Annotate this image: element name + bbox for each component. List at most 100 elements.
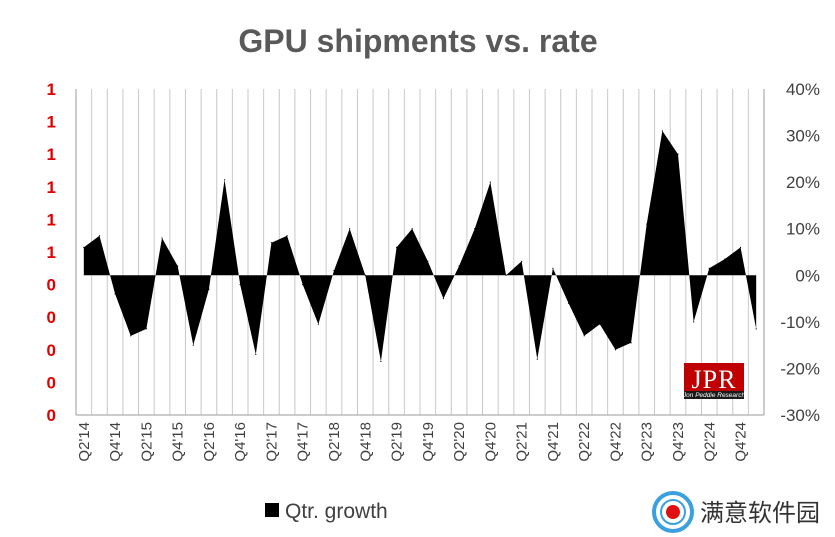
right-tick-label: 10% (786, 220, 820, 239)
left-tick-label: 1 (47, 113, 56, 132)
right-tick-label: 40% (786, 80, 820, 99)
x-tick-label: Q4'24 (733, 422, 750, 462)
chart-title: GPU shipments vs. rate (238, 23, 597, 59)
data-point (114, 293, 116, 295)
data-point (395, 246, 398, 248)
data-point (145, 328, 147, 330)
data-point (380, 360, 382, 363)
x-tick-label: Q4'21 (545, 422, 562, 462)
right-tick-label: -10% (780, 313, 820, 332)
data-point (98, 235, 101, 237)
data-point (411, 228, 413, 230)
data-point (208, 288, 210, 290)
data-point (317, 323, 319, 325)
left-tick-label: 1 (47, 80, 56, 99)
data-point (458, 265, 460, 267)
jpr-logo-subtext: Jon Peddie Research (682, 392, 746, 399)
left-tick-label: 0 (47, 341, 56, 360)
left-tick-label: 0 (47, 406, 56, 425)
x-tick-label: Q4'18 (357, 422, 374, 462)
data-point (630, 342, 632, 344)
watermark-text: 满意软件园 (700, 499, 820, 527)
left-tick-label: 1 (47, 210, 56, 229)
data-point (583, 335, 585, 337)
right-axis-ticks: 40% 30% 20% 10% 0% -10% -20% -30% (780, 80, 820, 425)
jpr-logo: JPR Jon Peddie Research (682, 363, 746, 399)
data-point (739, 246, 742, 248)
data-point (83, 246, 85, 248)
data-point (130, 335, 132, 337)
data-point (442, 297, 445, 300)
x-tick-label: Q4'22 (607, 422, 624, 462)
right-tick-label: 30% (786, 127, 820, 146)
data-point (724, 258, 726, 260)
x-tick-label: Q4'14 (107, 422, 124, 462)
data-point (255, 353, 257, 356)
x-tick-label: Q4'23 (670, 422, 687, 462)
data-point (349, 228, 351, 230)
data-point (270, 242, 273, 244)
x-tick-label: Q2'23 (639, 422, 656, 462)
x-tick-label: Q2'24 (701, 422, 718, 462)
right-tick-label: 0% (795, 266, 820, 285)
data-point (474, 228, 476, 230)
legend-label: Qtr. growth (285, 500, 388, 523)
data-point (302, 284, 304, 286)
left-tick-label: 0 (47, 276, 56, 295)
data-point (552, 267, 554, 269)
watermark: 满意软件园 (652, 491, 820, 533)
right-tick-label: -20% (780, 359, 820, 378)
x-tick-label: Q2'19 (389, 422, 406, 462)
data-point (192, 344, 194, 346)
right-tick-label: 20% (786, 173, 820, 192)
data-point (677, 153, 679, 155)
data-point (427, 260, 429, 262)
data-point (536, 358, 538, 360)
data-point (693, 321, 695, 323)
legend: Qtr. growth (265, 500, 388, 523)
data-point (364, 274, 366, 276)
data-point (599, 323, 601, 325)
left-tick-label: 0 (47, 308, 56, 327)
data-point (161, 237, 163, 239)
data-point (661, 130, 663, 132)
target-circle-icon (652, 491, 694, 533)
left-tick-label: 1 (47, 243, 56, 262)
data-point (333, 270, 335, 272)
jpr-logo-text: JPR (692, 365, 737, 394)
x-tick-label: Q2'16 (201, 422, 218, 462)
data-point (505, 274, 507, 276)
x-tick-label: Q2'14 (76, 422, 93, 462)
data-point (708, 267, 710, 269)
data-point (614, 349, 617, 351)
x-tick-label: Q4'16 (232, 422, 249, 462)
data-point (489, 181, 491, 183)
legend-swatch (265, 503, 279, 517)
x-tick-label: Q4'17 (295, 422, 312, 462)
data-point (177, 265, 179, 267)
data-point (223, 179, 226, 181)
data-point (755, 328, 757, 330)
x-tick-label: Q4'15 (170, 422, 187, 462)
x-tick-label: Q2'15 (138, 422, 155, 462)
axes (75, 89, 765, 416)
left-axis-ticks: 1 1 1 1 1 1 0 0 0 0 0 (47, 80, 56, 425)
x-tick-label: Q2'18 (326, 422, 343, 462)
x-axis-ticks: Q2'14 Q4'14 Q2'15 Q4'15 Q2'16 Q4'16 Q2'17 Q4'17… (76, 422, 750, 462)
x-tick-label: Q2'21 (514, 422, 531, 462)
x-tick-label: Q4'19 (420, 422, 437, 462)
x-tick-label: Q2'20 (451, 422, 468, 462)
data-point (286, 235, 288, 237)
series-area (83, 130, 757, 363)
right-tick-label: -30% (780, 406, 820, 425)
data-point (521, 260, 523, 262)
series-area-qtr-growth (83, 130, 757, 362)
data-point (239, 284, 241, 286)
left-tick-label: 1 (47, 178, 56, 197)
x-tick-label: Q2'17 (263, 422, 280, 462)
x-tick-label: Q2'22 (576, 422, 593, 462)
left-tick-label: 0 (47, 373, 56, 392)
data-point (646, 223, 648, 225)
